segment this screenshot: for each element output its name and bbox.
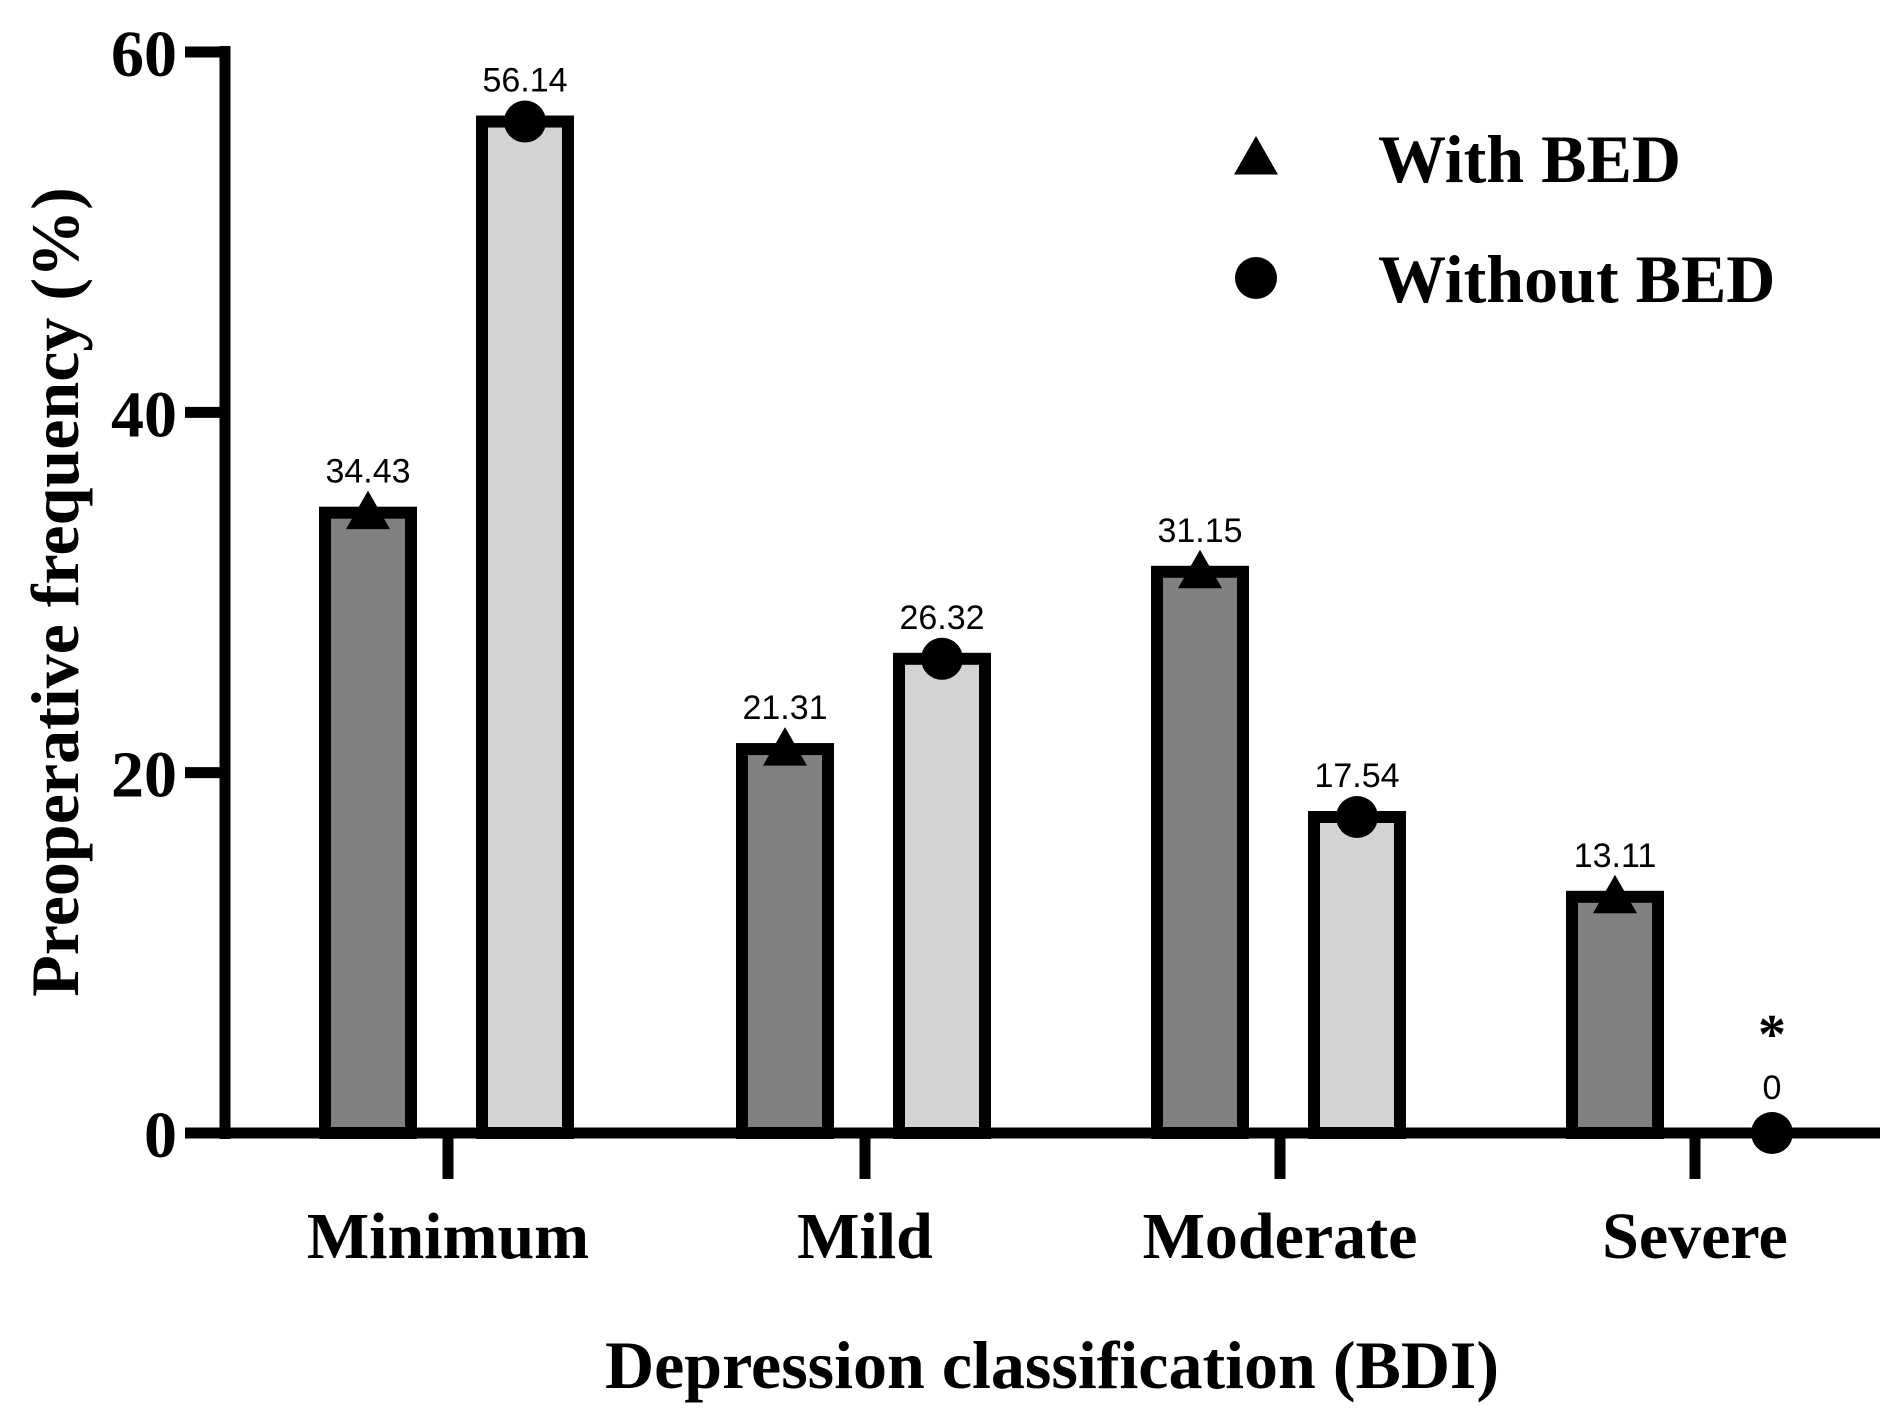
marker-without-bed-moderate bbox=[1336, 795, 1378, 838]
bar-with-bed-severe bbox=[1566, 890, 1664, 1140]
value-label-without-bed-severe: 0 bbox=[1763, 1069, 1782, 1107]
x-tick-label-moderate: Moderate bbox=[1143, 1200, 1418, 1273]
bar-without-bed-mild bbox=[893, 652, 991, 1139]
x-tick-label-severe: Severe bbox=[1602, 1200, 1788, 1273]
value-label-with-bed-mild: 21.31 bbox=[742, 689, 827, 727]
value-label-without-bed-minimum: 56.14 bbox=[482, 62, 567, 100]
bar-without-bed-minimum bbox=[476, 115, 574, 1140]
marker-with-bed-mild bbox=[763, 727, 807, 766]
x-axis-title: Depression classification (BDI) bbox=[605, 1327, 1499, 1403]
marker-with-bed-severe bbox=[1593, 874, 1637, 914]
value-label-with-bed-minimum: 34.43 bbox=[325, 453, 410, 491]
value-label-without-bed-mild: 26.32 bbox=[899, 599, 984, 637]
bar-with-bed-mild bbox=[736, 743, 834, 1139]
legend-label-with-bed: With BED bbox=[1378, 121, 1681, 197]
significance-asterisk: * bbox=[1758, 1004, 1786, 1066]
marker-with-bed-minimum bbox=[346, 490, 390, 530]
marker-without-bed-mild bbox=[921, 637, 963, 680]
x-tick-label-mild: Mild bbox=[797, 1200, 933, 1273]
marker-without-bed-minimum bbox=[504, 100, 546, 143]
legend-marker-without-bed bbox=[1235, 257, 1277, 299]
x-tick-label-minimum: Minimum bbox=[307, 1200, 589, 1273]
marker-without-bed-severe bbox=[1751, 1112, 1793, 1154]
y-tick-label-60: 60 bbox=[111, 18, 177, 91]
y-tick-label-0: 0 bbox=[144, 1099, 177, 1172]
bar-with-bed-moderate bbox=[1151, 565, 1249, 1139]
y-tick-label-20: 20 bbox=[111, 739, 177, 812]
legend-label-without-bed: Without BED bbox=[1378, 241, 1775, 317]
value-label-with-bed-moderate: 31.15 bbox=[1157, 512, 1242, 550]
value-label-without-bed-moderate: 17.54 bbox=[1314, 757, 1399, 795]
value-label-with-bed-severe: 13.11 bbox=[1574, 837, 1657, 875]
marker-with-bed-moderate bbox=[1178, 549, 1222, 589]
axes-layer: 0 20 40 60 Minimum Mild Moderate Severe Depressi… bbox=[17, 18, 1880, 1403]
y-tick-label-40: 40 bbox=[111, 378, 177, 451]
bar-with-bed-minimum bbox=[319, 506, 417, 1139]
legend: With BED Without BED bbox=[1234, 121, 1775, 317]
bar-without-bed-moderate bbox=[1308, 810, 1406, 1139]
labels-layer: 34.43 21.31 31.15 13.11 56.14 26.32 17.54 0* bbox=[325, 62, 1793, 1154]
legend-marker-with-bed bbox=[1234, 136, 1278, 175]
y-axis-title: Preoperative frequency (%) bbox=[17, 187, 93, 996]
